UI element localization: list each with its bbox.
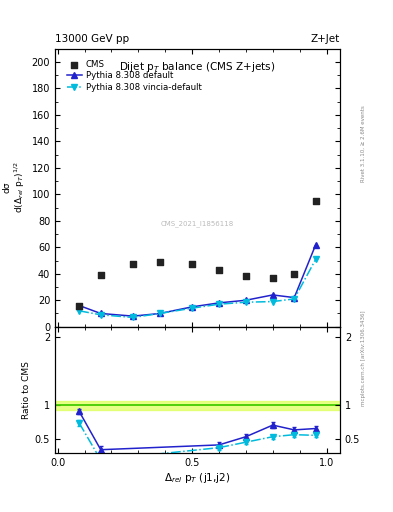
Bar xyxy=(55,400,340,410)
Pythia 8.308 vincia-default xyxy=(244,299,248,305)
Text: mcplots.cern.ch [arXiv:1306.3436]: mcplots.cern.ch [arXiv:1306.3436] xyxy=(361,311,366,406)
Pythia 8.308 default xyxy=(158,310,162,316)
Pythia 8.308 default xyxy=(244,297,248,303)
Pythia 8.308 vincia-default xyxy=(292,296,297,302)
Pythia 8.308 default xyxy=(270,292,275,298)
Text: Z+Jet: Z+Jet xyxy=(311,34,340,45)
Pythia 8.308 default xyxy=(98,310,103,316)
Pythia 8.308 vincia-default xyxy=(158,310,162,316)
CMS xyxy=(189,261,195,269)
CMS xyxy=(97,271,104,279)
Pythia 8.308 vincia-default xyxy=(130,314,135,321)
Pythia 8.308 default xyxy=(190,304,195,310)
Pythia 8.308 default xyxy=(313,242,318,248)
X-axis label: $\Delta_{rel}$ p$_T$ (j1,j2): $\Delta_{rel}$ p$_T$ (j1,j2) xyxy=(164,471,231,485)
Y-axis label: Ratio to CMS: Ratio to CMS xyxy=(22,361,31,419)
CMS xyxy=(243,272,249,281)
Pythia 8.308 vincia-default xyxy=(313,256,318,262)
Pythia 8.308 default xyxy=(292,294,297,301)
Pythia 8.308 vincia-default xyxy=(217,301,221,307)
CMS xyxy=(130,261,136,269)
Line: Pythia 8.308 vincia-default: Pythia 8.308 vincia-default xyxy=(76,256,319,321)
Pythia 8.308 default xyxy=(130,313,135,319)
Text: CMS_2021_I1856118: CMS_2021_I1856118 xyxy=(161,221,234,227)
Pythia 8.308 default xyxy=(77,303,82,309)
Text: Rivet 3.1.10, ≥ 2.6M events: Rivet 3.1.10, ≥ 2.6M events xyxy=(361,105,366,182)
Pythia 8.308 vincia-default xyxy=(190,305,195,311)
Y-axis label: dσ
d(Δ$_{rel}$ p$_T$)$^{1/2}$: dσ d(Δ$_{rel}$ p$_T$)$^{1/2}$ xyxy=(2,162,28,214)
Text: 13000 GeV pp: 13000 GeV pp xyxy=(55,34,129,45)
Text: Dijet p$_T$ balance (CMS Z+jets): Dijet p$_T$ balance (CMS Z+jets) xyxy=(119,60,275,74)
CMS xyxy=(216,266,222,274)
CMS xyxy=(312,197,319,205)
Pythia 8.308 default xyxy=(217,300,221,306)
Pythia 8.308 vincia-default xyxy=(270,298,275,305)
CMS xyxy=(76,302,83,310)
Legend: CMS, Pythia 8.308 default, Pythia 8.308 vincia-default: CMS, Pythia 8.308 default, Pythia 8.308 … xyxy=(65,58,203,93)
CMS xyxy=(291,270,298,278)
CMS xyxy=(157,258,163,266)
Pythia 8.308 vincia-default xyxy=(77,308,82,314)
CMS xyxy=(270,273,276,282)
Pythia 8.308 vincia-default xyxy=(98,312,103,318)
Line: Pythia 8.308 default: Pythia 8.308 default xyxy=(76,242,319,319)
